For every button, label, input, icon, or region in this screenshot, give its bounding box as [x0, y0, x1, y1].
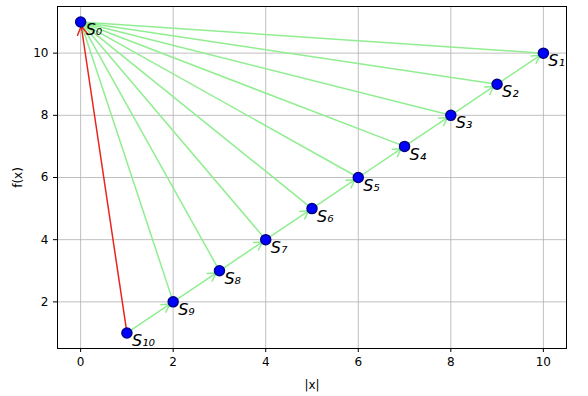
svg-text:10: 10: [536, 355, 551, 369]
svg-text:S₁: S₁: [548, 51, 565, 70]
svg-text:S₉: S₉: [178, 300, 195, 319]
svg-text:|x|: |x|: [304, 378, 319, 392]
svg-text:S₇: S₇: [271, 238, 288, 257]
svg-text:6: 6: [354, 355, 362, 369]
svg-text:S₈: S₈: [224, 269, 241, 288]
svg-text:8: 8: [41, 108, 49, 122]
svg-text:4: 4: [41, 233, 49, 247]
svg-text:0: 0: [77, 355, 85, 369]
svg-text:4: 4: [262, 355, 270, 369]
svg-text:f(x): f(x): [11, 167, 25, 188]
svg-text:S₆: S₆: [317, 207, 334, 226]
svg-text:S₄: S₄: [410, 145, 427, 164]
svg-text:10: 10: [33, 46, 48, 60]
svg-text:S₀: S₀: [86, 20, 103, 39]
svg-text:S₃: S₃: [456, 113, 473, 132]
svg-text:S₂: S₂: [502, 82, 519, 101]
svg-text:S₅: S₅: [363, 176, 380, 195]
svg-text:8: 8: [447, 355, 455, 369]
svg-text:6: 6: [41, 170, 49, 184]
svg-text:2: 2: [41, 295, 49, 309]
svg-text:2: 2: [169, 355, 177, 369]
svg-text:S₁₀: S₁₀: [132, 331, 156, 350]
